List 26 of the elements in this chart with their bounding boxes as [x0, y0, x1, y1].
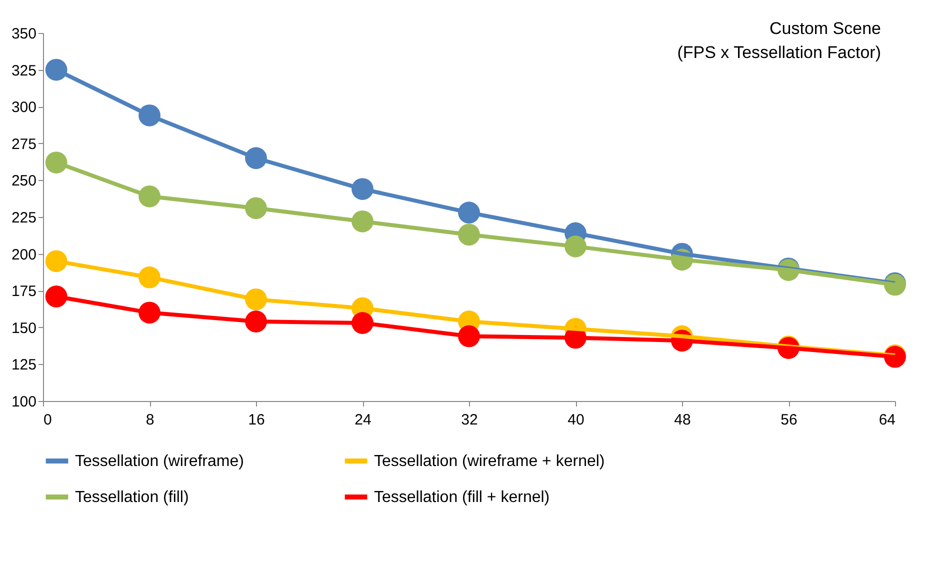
text: (FPS x Tessellation Factor)	[677, 43, 881, 62]
y-tick-label: 175	[11, 283, 36, 300]
y-tick-label: 350	[11, 26, 36, 42]
legend-label: Tessellation (fill)	[75, 489, 189, 506]
x-tick-label: 40	[568, 412, 584, 428]
legend-label: Tessellation (fill + kernel)	[374, 489, 550, 506]
y-tick-label: 100	[11, 394, 36, 410]
y-tick-label: 300	[11, 99, 36, 116]
y-tick-label: 125	[11, 356, 36, 374]
x-tick-label: 8	[146, 412, 154, 428]
x-tick-label: 56	[780, 412, 798, 428]
text: Custom Scene	[770, 19, 881, 38]
x-tick-label: 32	[461, 412, 478, 428]
legend-label: Tessellation (wireframe)	[75, 453, 244, 470]
y-tick-label: 250	[11, 172, 36, 190]
y-tick-label: 225	[11, 210, 36, 226]
x-tick-label: 0	[44, 412, 52, 428]
y-tick-label: 325	[11, 62, 36, 80]
x-tick-label: 48	[674, 412, 691, 428]
x-tick-label: 24	[354, 412, 372, 428]
y-tick-label: 200	[11, 246, 36, 264]
legend-label: Tessellation (wireframe + kernel)	[374, 453, 605, 470]
x-tick-label: 64	[878, 412, 896, 428]
y-tick-label: 150	[11, 320, 36, 337]
y-tick-label: 275	[11, 136, 36, 153]
x-tick-label: 16	[248, 412, 265, 428]
